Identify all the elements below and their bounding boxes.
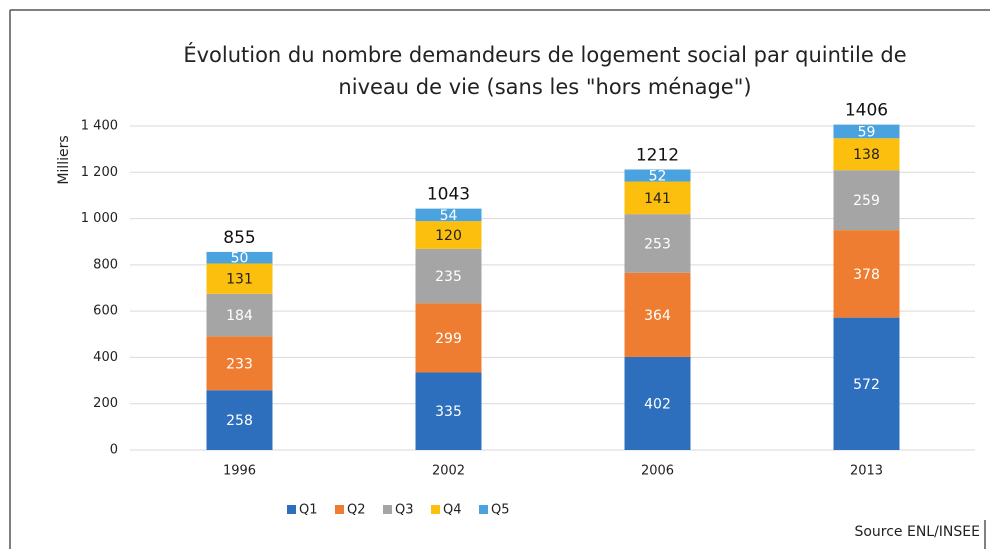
y-tick-label: 600 — [93, 304, 118, 319]
bar-segment — [833, 138, 900, 171]
data-label: 402 — [644, 396, 671, 412]
data-label: 378 — [853, 267, 880, 283]
data-label: 299 — [435, 331, 462, 347]
legend-label: Q1 — [299, 503, 318, 518]
bar-segment — [833, 317, 900, 450]
legend-label: Q3 — [395, 503, 414, 518]
data-label: 233 — [226, 356, 253, 372]
bar-segment — [415, 221, 482, 249]
bar-segment — [624, 356, 691, 450]
bar-segment — [833, 170, 900, 231]
bar-segment — [415, 248, 482, 304]
y-tick-label: 400 — [93, 350, 118, 365]
bar-segment — [415, 372, 482, 450]
total-label: 1406 — [845, 101, 888, 121]
total-label: 855 — [223, 228, 255, 248]
data-label: 59 — [858, 124, 876, 140]
bar-segment — [415, 303, 482, 373]
bar-segment — [206, 251, 273, 264]
legend-swatch — [287, 505, 296, 514]
bar-segment — [624, 272, 691, 357]
data-label: 141 — [644, 191, 671, 207]
bar-segment — [624, 181, 691, 215]
data-label: 335 — [435, 404, 462, 420]
legend-swatch — [479, 505, 488, 514]
data-label: 131 — [226, 272, 253, 288]
data-label: 259 — [853, 193, 880, 209]
y-tick-label: 200 — [93, 396, 118, 411]
legend-label: Q2 — [347, 503, 366, 518]
legend-label: Q5 — [491, 503, 510, 518]
data-label: 235 — [435, 269, 462, 285]
y-tick-label: 1 400 — [81, 119, 118, 134]
data-label: 258 — [226, 413, 253, 429]
source: Source ENL/INSEE — [854, 524, 980, 540]
chart-title: niveau de vie (sans les "hors ménage") — [338, 75, 751, 99]
data-label: 50 — [231, 251, 249, 267]
data-label: 253 — [644, 236, 671, 252]
x-tick-label: 2006 — [641, 464, 674, 479]
legend-swatch — [335, 505, 344, 514]
bar-segment — [833, 230, 900, 318]
bar-segment — [206, 336, 273, 391]
bar-segment — [833, 124, 900, 139]
bar-segment — [624, 214, 691, 273]
y-tick-label: 0 — [110, 443, 118, 458]
total-label: 1043 — [427, 185, 470, 205]
x-tick-label: 1996 — [223, 464, 256, 479]
y-tick-label: 1 200 — [81, 165, 118, 180]
bar-segment — [206, 390, 273, 450]
bar-segment — [206, 263, 273, 294]
data-label: 138 — [853, 147, 880, 163]
chart-title: Évolution du nombre demandeurs de logeme… — [183, 42, 906, 67]
x-tick-label: 2002 — [432, 464, 465, 479]
legend-swatch — [383, 505, 392, 514]
y-axis-label: Milliers — [56, 135, 72, 184]
total-label: 1212 — [636, 146, 679, 166]
data-label: 572 — [853, 377, 880, 393]
data-label: 120 — [435, 228, 462, 244]
bar-segment — [415, 208, 482, 222]
y-tick-label: 800 — [93, 257, 118, 272]
y-tick-label: 1 000 — [81, 211, 118, 226]
legend-label: Q4 — [443, 503, 462, 518]
data-label: 52 — [649, 169, 667, 185]
legend-swatch — [431, 505, 440, 514]
data-label: 184 — [226, 308, 253, 324]
x-tick-label: 2013 — [850, 464, 883, 479]
bar-segment — [624, 169, 691, 182]
bar-segment — [206, 293, 273, 337]
data-label: 364 — [644, 308, 671, 324]
data-label: 54 — [440, 208, 458, 224]
